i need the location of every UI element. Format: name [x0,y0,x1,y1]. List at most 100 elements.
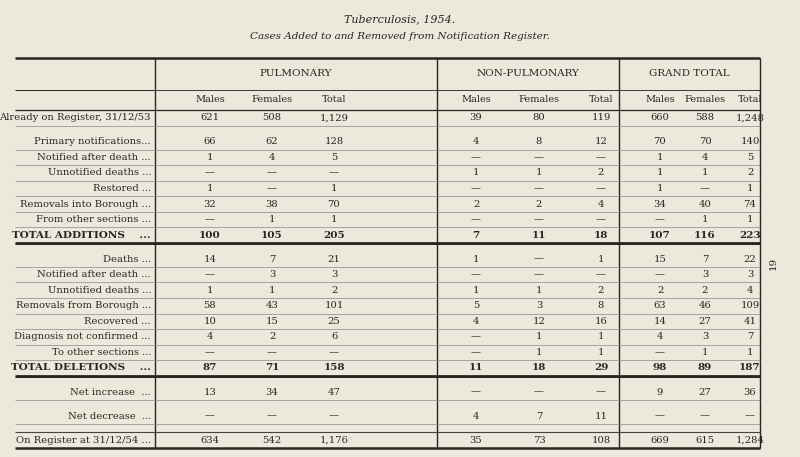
Text: 3: 3 [702,270,708,279]
Text: Cases Added to and Removed from Notification Register.: Cases Added to and Removed from Notifica… [250,32,550,41]
Text: 3: 3 [702,332,708,341]
Text: 109: 109 [740,301,760,310]
Text: 128: 128 [324,138,344,146]
Text: —: — [205,270,215,279]
Text: 1: 1 [702,215,708,224]
Text: To other sections ...: To other sections ... [51,348,151,357]
Text: 71: 71 [265,363,279,372]
Text: Unnotified deaths ...: Unnotified deaths ... [47,286,151,295]
Text: Already on Register, 31/12/53: Already on Register, 31/12/53 [0,113,151,122]
Text: —: — [205,215,215,224]
Text: 32: 32 [204,200,216,208]
Text: PULMONARY: PULMONARY [260,69,332,79]
Text: Females: Females [685,96,726,105]
Text: 1: 1 [536,348,542,357]
Text: 140: 140 [740,138,760,146]
Text: 7: 7 [702,255,708,264]
Text: 2: 2 [598,286,604,295]
Text: Restored ...: Restored ... [93,184,151,193]
Text: 41: 41 [743,317,757,326]
Text: —: — [596,153,606,162]
Text: 2: 2 [657,286,663,295]
Text: 87: 87 [203,363,217,372]
Text: 6: 6 [331,332,337,341]
Text: 2: 2 [473,200,479,208]
Text: —: — [596,388,606,397]
Text: 38: 38 [266,200,278,208]
Text: 11: 11 [469,363,483,372]
Text: On Register at 31/12/54 ...: On Register at 31/12/54 ... [16,436,151,445]
Text: 4: 4 [746,286,754,295]
Text: 1: 1 [598,255,604,264]
Text: 80: 80 [533,113,546,122]
Text: 2: 2 [598,169,604,177]
Text: 1,284: 1,284 [735,436,765,445]
Text: —: — [655,412,665,420]
Text: 108: 108 [591,436,610,445]
Text: 16: 16 [594,317,607,326]
Text: 7: 7 [472,231,480,239]
Text: 36: 36 [744,388,756,397]
Text: 8: 8 [598,301,604,310]
Text: 1: 1 [746,348,754,357]
Text: 62: 62 [266,138,278,146]
Text: —: — [329,348,339,357]
Text: 2: 2 [702,286,708,295]
Text: TOTAL ADDITIONS    ...: TOTAL ADDITIONS ... [12,231,151,239]
Text: —: — [655,270,665,279]
Text: 4: 4 [598,200,604,208]
Text: 7: 7 [747,332,753,341]
Text: —: — [534,270,544,279]
Text: 22: 22 [744,255,756,264]
Text: —: — [471,215,481,224]
Text: 74: 74 [743,200,757,208]
Text: 89: 89 [698,363,712,372]
Text: 1: 1 [598,348,604,357]
Text: Males: Males [645,96,675,105]
Text: 100: 100 [199,231,221,239]
Text: —: — [534,255,544,264]
Text: 1: 1 [206,153,214,162]
Text: 29: 29 [594,363,608,372]
Text: 19: 19 [769,256,778,270]
Text: 18: 18 [594,231,608,239]
Text: 46: 46 [698,301,711,310]
Text: —: — [471,184,481,193]
Text: —: — [745,412,755,420]
Text: 116: 116 [694,231,716,239]
Text: 12: 12 [533,317,546,326]
Text: Net decrease  ...: Net decrease ... [68,412,151,420]
Text: Recovered ...: Recovered ... [85,317,151,326]
Text: —: — [267,184,277,193]
Text: —: — [655,215,665,224]
Text: 4: 4 [269,153,275,162]
Text: 660: 660 [650,113,670,122]
Text: —: — [471,332,481,341]
Text: 615: 615 [695,436,714,445]
Text: —: — [534,153,544,162]
Text: 73: 73 [533,436,546,445]
Text: 1: 1 [269,286,275,295]
Text: 4: 4 [473,138,479,146]
Text: 63: 63 [654,301,666,310]
Text: 70: 70 [328,200,340,208]
Text: 3: 3 [747,270,753,279]
Text: 542: 542 [262,436,282,445]
Text: 621: 621 [201,113,219,122]
Text: 8: 8 [536,138,542,146]
Text: Removals into Borough ...: Removals into Borough ... [20,200,151,208]
Text: —: — [205,412,215,420]
Text: Tuberculosis, 1954.: Tuberculosis, 1954. [344,14,456,24]
Text: 34: 34 [654,200,666,208]
Text: 1: 1 [206,286,214,295]
Text: 4: 4 [206,332,214,341]
Text: 18: 18 [532,363,546,372]
Text: From other sections ...: From other sections ... [36,215,151,224]
Text: 1: 1 [702,348,708,357]
Text: 58: 58 [204,301,216,310]
Text: Females: Females [251,96,293,105]
Text: —: — [471,270,481,279]
Text: 39: 39 [470,113,482,122]
Text: 1,248: 1,248 [735,113,765,122]
Text: —: — [596,215,606,224]
